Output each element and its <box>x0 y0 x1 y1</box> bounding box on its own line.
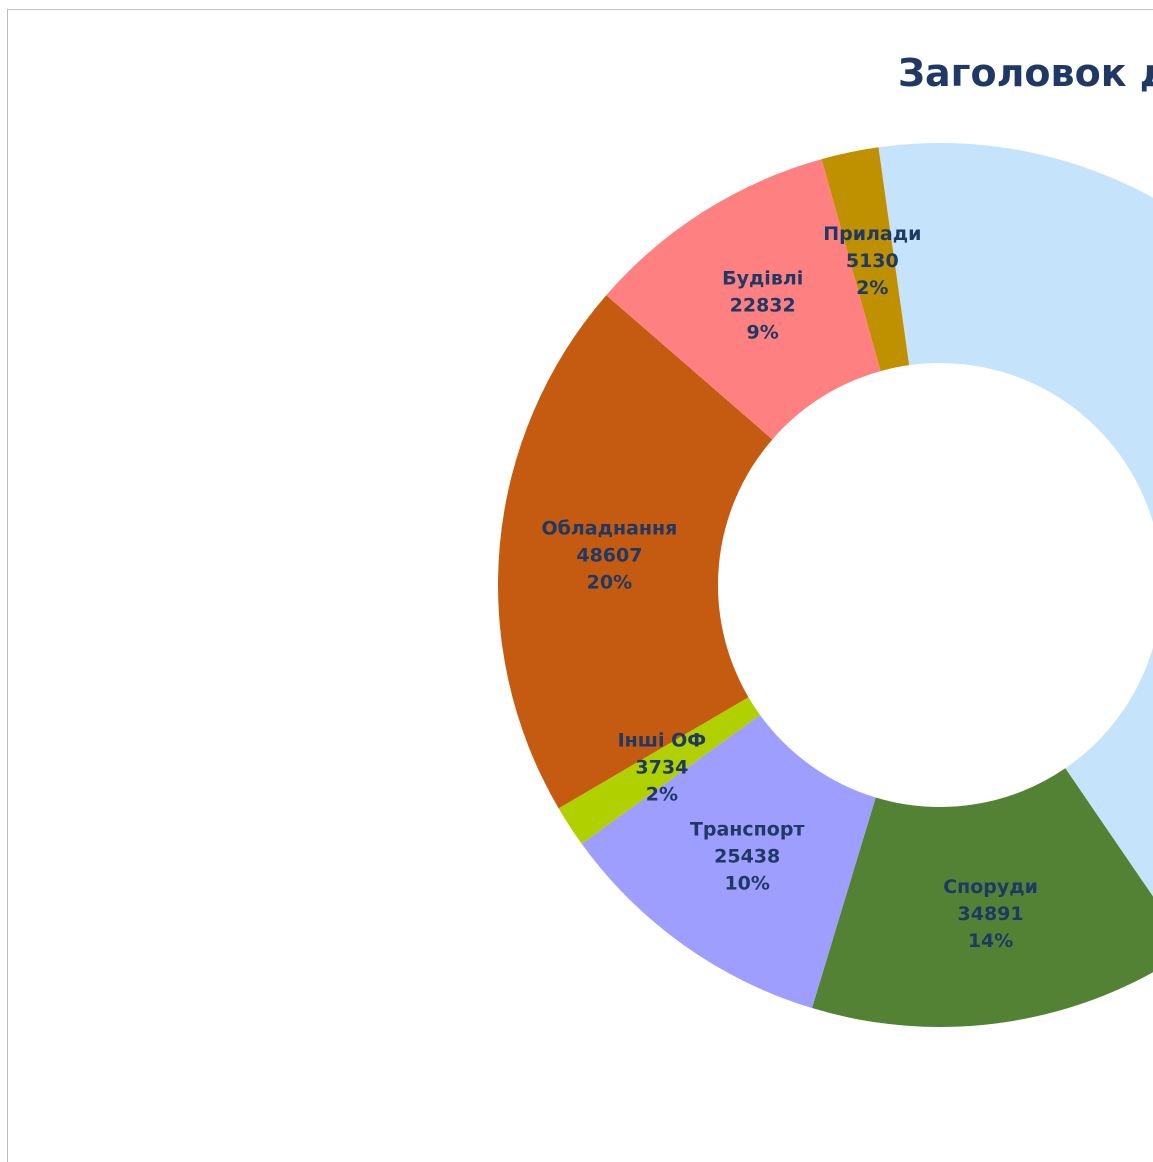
slice-value: 48607 <box>576 544 642 566</box>
slice <box>498 295 773 809</box>
slice <box>878 143 1153 897</box>
slices <box>498 143 1153 1027</box>
slice-name: Прилади <box>823 223 921 245</box>
slice-percent: 9% <box>747 321 779 343</box>
slice <box>558 697 761 844</box>
slice-percent: 14% <box>968 930 1013 952</box>
slice <box>581 714 876 1009</box>
slice-name: Інші ОФ <box>618 729 707 751</box>
slice-value: 34891 <box>958 903 1024 925</box>
slice-name: Транспорт <box>690 818 805 840</box>
slice-value: 22832 <box>730 294 796 316</box>
labels: Споруди 34891 14% Транспорт 25438 10% Інші ОФ 3… <box>541 223 1038 952</box>
slice-name: Будівлі <box>722 267 803 289</box>
chart-title: Заголовок д <box>898 51 1153 95</box>
slice <box>811 768 1153 1027</box>
slice-percent: 20% <box>587 571 632 593</box>
slice-percent: 2% <box>646 783 678 805</box>
slice-percent: 10% <box>724 872 769 894</box>
slice <box>606 159 881 440</box>
slice-name: Обладнання <box>541 517 677 539</box>
slice-value: 3734 <box>635 756 688 778</box>
slice-name: Споруди <box>943 876 1038 898</box>
slice-value: 25438 <box>714 845 780 867</box>
slice-percent: 2% <box>856 277 888 299</box>
slice <box>821 147 910 372</box>
slice-value: 5130 <box>846 250 899 272</box>
